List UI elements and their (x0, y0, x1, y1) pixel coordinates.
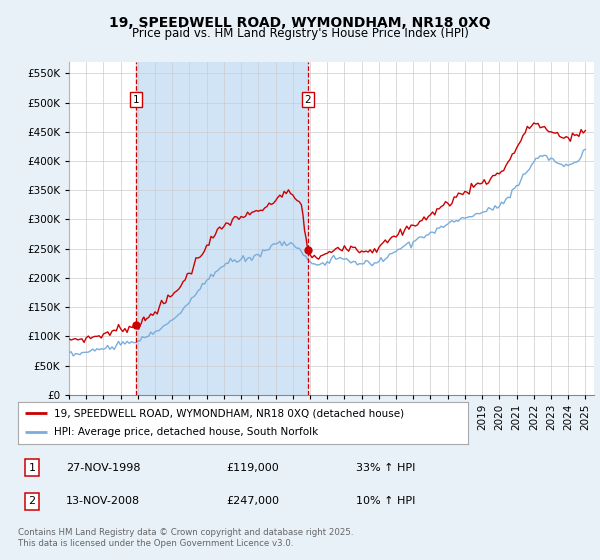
Text: 10% ↑ HPI: 10% ↑ HPI (356, 496, 416, 506)
Text: 13-NOV-2008: 13-NOV-2008 (66, 496, 140, 506)
Text: £119,000: £119,000 (227, 463, 280, 473)
Text: 1: 1 (29, 463, 35, 473)
Text: £247,000: £247,000 (227, 496, 280, 506)
Text: Price paid vs. HM Land Registry's House Price Index (HPI): Price paid vs. HM Land Registry's House … (131, 27, 469, 40)
Text: 2: 2 (304, 95, 311, 105)
Text: 1: 1 (133, 95, 139, 105)
Text: 27-NOV-1998: 27-NOV-1998 (66, 463, 140, 473)
Text: 19, SPEEDWELL ROAD, WYMONDHAM, NR18 0XQ: 19, SPEEDWELL ROAD, WYMONDHAM, NR18 0XQ (109, 16, 491, 30)
Text: Contains HM Land Registry data © Crown copyright and database right 2025.
This d: Contains HM Land Registry data © Crown c… (18, 528, 353, 548)
Bar (136, 62, 308, 395)
Text: 19, SPEEDWELL ROAD, WYMONDHAM, NR18 0XQ (detached house): 19, SPEEDWELL ROAD, WYMONDHAM, NR18 0XQ … (54, 408, 404, 418)
Text: 33% ↑ HPI: 33% ↑ HPI (356, 463, 416, 473)
Text: 2: 2 (29, 496, 35, 506)
Text: HPI: Average price, detached house, South Norfolk: HPI: Average price, detached house, Sout… (54, 427, 318, 437)
